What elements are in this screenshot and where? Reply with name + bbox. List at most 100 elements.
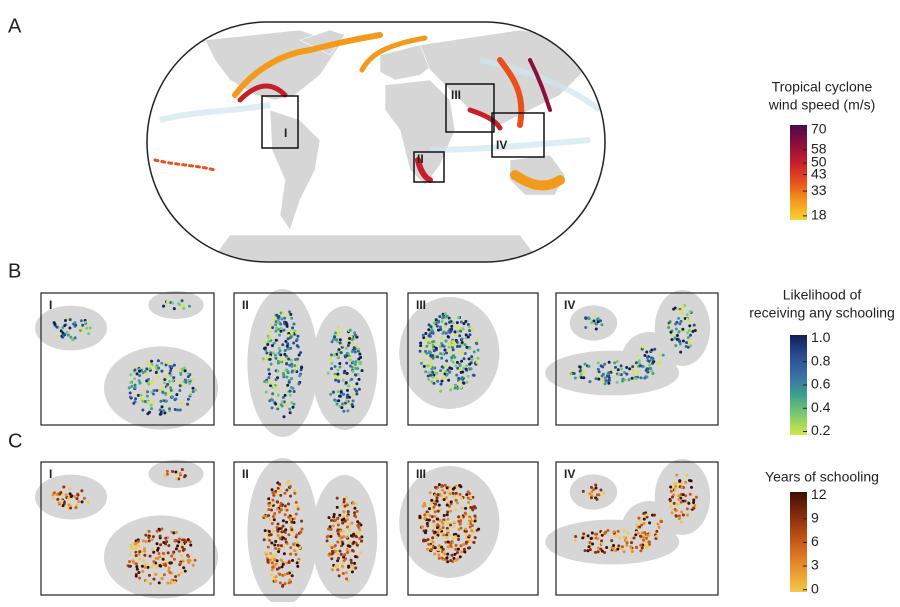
dot: [643, 376, 647, 380]
dot: [342, 392, 346, 396]
dot: [295, 543, 299, 547]
dot: [137, 552, 141, 556]
dot: [625, 541, 629, 545]
dot: [338, 394, 342, 398]
dot: [333, 364, 337, 368]
dot: [588, 548, 592, 552]
dot: [573, 538, 577, 542]
dot: [583, 362, 587, 366]
dot: [135, 567, 139, 571]
dot: [66, 333, 70, 337]
dot: [451, 536, 455, 540]
dot: [276, 361, 280, 365]
dot: [432, 500, 436, 504]
dot: [445, 314, 449, 318]
dot: [454, 535, 458, 539]
dot: [355, 344, 359, 348]
dot: [678, 322, 682, 326]
dot: [358, 528, 362, 532]
dot: [178, 369, 182, 373]
dot: [440, 545, 444, 549]
dot: [475, 342, 479, 346]
dot: [347, 528, 351, 532]
dot: [600, 533, 604, 537]
dot: [447, 345, 451, 349]
dot: [51, 493, 55, 497]
dot: [344, 381, 348, 385]
dot: [669, 505, 673, 509]
dot: [353, 350, 357, 354]
dot: [594, 486, 598, 490]
dot: [271, 351, 275, 355]
dot: [289, 552, 293, 556]
dot: [435, 341, 439, 345]
dot: [134, 546, 138, 550]
dot: [643, 531, 647, 535]
dot: [353, 561, 357, 565]
dot: [180, 545, 184, 549]
dot: [447, 342, 451, 346]
dot: [147, 539, 151, 543]
dot: [468, 546, 472, 550]
colorbar: [790, 335, 807, 435]
dot: [594, 327, 598, 331]
dot: [449, 388, 453, 392]
dot: [451, 340, 455, 344]
dot: [139, 393, 143, 397]
dot: [684, 345, 688, 349]
dot: [678, 342, 682, 346]
dot: [270, 554, 274, 558]
dot: [444, 496, 448, 500]
dot: [434, 318, 438, 322]
dot: [356, 372, 360, 376]
dot: [328, 552, 332, 556]
dot: [180, 553, 184, 557]
dot: [352, 532, 356, 536]
dot: [141, 408, 145, 412]
dot: [273, 353, 277, 357]
dot: [291, 405, 295, 409]
dot: [440, 532, 444, 536]
dot: [282, 373, 286, 377]
dot: [146, 400, 150, 404]
colorbar-tick-label: 3: [811, 557, 819, 573]
dot: [335, 517, 339, 521]
dot: [268, 336, 272, 340]
dot: [175, 393, 179, 397]
dot: [296, 564, 300, 568]
dot: [128, 560, 132, 564]
dot: [466, 374, 470, 378]
dot: [73, 494, 77, 498]
dot: [615, 359, 619, 363]
dot: [620, 367, 624, 371]
dot: [439, 382, 443, 386]
dot: [69, 494, 73, 498]
dot: [355, 509, 359, 513]
dot: [459, 329, 463, 333]
dot: [134, 554, 138, 558]
dot: [440, 319, 444, 323]
dot: [356, 367, 360, 371]
dot: [336, 375, 340, 379]
dot: [275, 326, 279, 330]
dot: [127, 386, 131, 390]
dot: [170, 530, 174, 534]
dot: [672, 501, 676, 505]
dot: [350, 570, 354, 574]
dot: [266, 334, 270, 338]
dot: [418, 516, 422, 520]
dot: [605, 374, 609, 378]
dot: [454, 491, 458, 495]
dot: [276, 500, 280, 504]
colorbar-tick-label: 43: [811, 165, 827, 181]
dot: [283, 513, 287, 517]
dot: [353, 506, 357, 510]
dot: [434, 376, 438, 380]
dot: [287, 357, 291, 361]
dot: [147, 529, 151, 533]
dot: [353, 333, 357, 337]
dot: [618, 536, 622, 540]
dot: [285, 561, 289, 565]
dot: [134, 397, 138, 401]
dot: [458, 484, 462, 488]
